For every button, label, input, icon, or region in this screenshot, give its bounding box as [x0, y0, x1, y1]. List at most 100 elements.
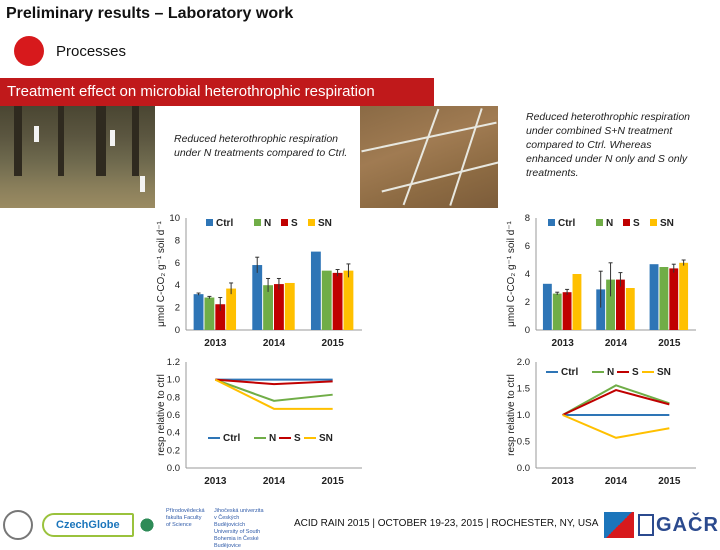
legend-label: N — [606, 218, 613, 229]
y-tick-label: 1.5 — [517, 384, 530, 395]
y-tick-label: 0 — [525, 325, 530, 336]
x-tick-label: 2013 — [552, 476, 575, 487]
bar-n — [321, 270, 332, 330]
legend-swatch — [281, 219, 288, 226]
y-tick-label: 0.2 — [167, 445, 180, 456]
page-title: Preliminary results – Laboratory work — [6, 5, 294, 22]
faculty-logo — [134, 512, 160, 538]
legend-label: SN — [318, 218, 332, 229]
series-line-s — [562, 389, 670, 416]
y-tick-label: 6 — [525, 241, 530, 252]
x-tick-label: 2015 — [658, 338, 681, 349]
y-tick-label: 8 — [525, 213, 530, 224]
legend-label: S — [294, 433, 301, 444]
y-tick-label: 10 — [169, 213, 180, 224]
y-tick-label: 4 — [175, 280, 180, 291]
note-left: Reduced heterothrophic respiration under… — [174, 133, 348, 159]
legend-label: Ctrl — [223, 433, 240, 444]
forest-photo — [0, 106, 155, 208]
legend-swatch — [254, 219, 261, 226]
legend-label: Ctrl — [216, 218, 233, 229]
conference-footer: ACID RAIN 2015 | OCTOBER 19-23, 2015 | R… — [294, 518, 599, 529]
bar-s — [669, 268, 679, 330]
y-tick-label: 1.2 — [167, 357, 180, 368]
bar-sn — [572, 274, 582, 330]
legend-label: SN — [660, 218, 674, 229]
bar-ctrl — [193, 294, 204, 330]
x-tick-label: 2014 — [605, 476, 628, 487]
plot-photo — [360, 106, 498, 208]
bar-ctrl — [310, 251, 321, 330]
bar-sn — [226, 288, 237, 330]
bar-s — [215, 304, 226, 330]
y-tick-label: 2.0 — [517, 357, 530, 368]
x-tick-label: 2014 — [263, 338, 286, 349]
czechglobe-logo: CzechGlobe — [42, 513, 134, 537]
legend-label: S — [633, 218, 640, 229]
y-tick-label: 0.0 — [167, 463, 180, 474]
legend-label: S — [632, 367, 639, 378]
legend-label: Ctrl — [558, 218, 575, 229]
bar-sn — [625, 288, 635, 330]
legend-swatch — [548, 219, 555, 226]
section-banner: Treatment effect on microbial heterothro… — [0, 78, 434, 106]
legend-swatch — [308, 219, 315, 226]
legend-label: Ctrl — [561, 367, 578, 378]
x-tick-label: 2013 — [204, 338, 227, 349]
bar-sn — [284, 282, 295, 330]
bar-s — [332, 272, 343, 330]
series-line-n — [562, 384, 670, 416]
bar-n — [263, 285, 273, 330]
section-bullet — [14, 36, 44, 66]
x-tick-label: 2014 — [263, 476, 286, 487]
y-tick-label: 1.0 — [167, 375, 180, 386]
y-tick-label: 0.5 — [517, 437, 530, 448]
bar-s — [274, 284, 284, 330]
y-axis-label: μmol C-CO₂ g⁻¹ soil d⁻¹ — [506, 220, 517, 326]
y-axis-label: resp relative to ctrl — [506, 374, 517, 456]
legend-label: SN — [657, 367, 671, 378]
bar-s — [562, 292, 572, 330]
y-tick-label: 1.0 — [517, 410, 530, 421]
bar-chart-right: 0 2 4 6 8 μmol C-CO₂ g⁻¹ soil d⁻¹ 2013 2014 2015… — [506, 213, 696, 349]
x-tick-label: 2015 — [658, 476, 681, 487]
x-tick-label: 2014 — [605, 338, 628, 349]
legend-swatch — [623, 219, 630, 226]
y-tick-label: 2 — [175, 303, 180, 314]
section-label: Processes — [56, 43, 127, 60]
x-tick-label: 2015 — [322, 476, 345, 487]
y-tick-label: 0.4 — [167, 428, 180, 439]
legend-swatch — [650, 219, 657, 226]
y-tick-label: 6 — [175, 258, 180, 269]
bar-n — [659, 267, 669, 330]
y-tick-label: 0 — [175, 325, 180, 336]
x-tick-label: 2013 — [552, 338, 575, 349]
legend-swatch — [206, 219, 213, 226]
series-line-sn — [562, 414, 670, 439]
legend-label: N — [607, 367, 614, 378]
y-tick-label: 2 — [525, 297, 530, 308]
note-right: Reduced heterothrophic respiration under… — [526, 111, 691, 179]
legend-label: S — [291, 218, 298, 229]
legend-label: SN — [319, 433, 333, 444]
bar-sn — [679, 262, 689, 330]
bar-ctrl — [542, 283, 552, 330]
bar-n — [552, 293, 562, 330]
y-tick-label: 8 — [175, 235, 180, 246]
series-line-sn — [214, 378, 333, 410]
x-tick-label: 2015 — [322, 338, 345, 349]
bar-ctrl — [596, 289, 606, 330]
legend-swatch — [596, 219, 603, 226]
gacr-logo: GAČR — [656, 514, 719, 536]
faculty-logo-text: Přírodovědecká fakulta Faculty of Scienc… — [166, 508, 205, 528]
legend-label: N — [269, 433, 276, 444]
series-line-s — [215, 378, 333, 386]
y-axis-label: μmol C-CO₂ g⁻¹ soil d⁻¹ — [156, 220, 167, 326]
bar-ctrl — [649, 264, 659, 330]
y-tick-label: 0.6 — [167, 410, 180, 421]
square-logo — [638, 514, 654, 536]
bar-s — [616, 279, 625, 330]
y-tick-label: 4 — [525, 269, 530, 280]
